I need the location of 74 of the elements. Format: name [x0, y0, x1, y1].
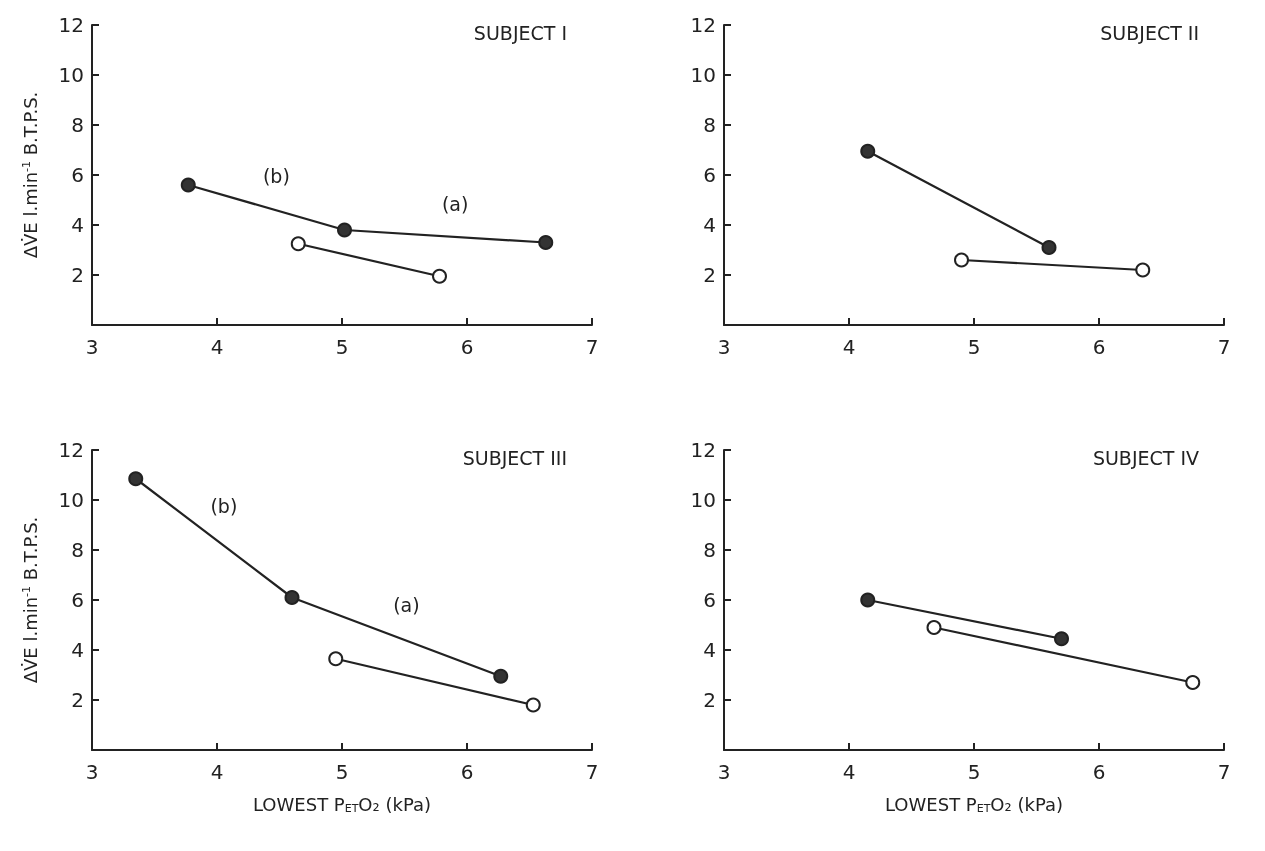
point: [1135, 262, 1151, 278]
y-tick-label: 6: [71, 163, 84, 187]
point: [525, 697, 541, 713]
y-tick-label: 10: [58, 488, 84, 512]
x-tick-label: 6: [1092, 760, 1106, 784]
y-tick-label: 8: [703, 113, 716, 137]
x-tick-label: 5: [335, 760, 349, 784]
x-tick-label: 3: [85, 760, 99, 784]
y-tick-label: 8: [703, 538, 716, 562]
point: [493, 668, 509, 684]
y-tick-label: 6: [703, 588, 716, 612]
annotation: (b): [262, 164, 290, 187]
x-tick-label: 4: [842, 760, 856, 784]
y-tick-label: 12: [58, 13, 84, 37]
point: [1185, 675, 1201, 690]
x-tick-label: 6: [460, 760, 474, 784]
x-tick-label: 6: [1092, 335, 1106, 359]
point: [860, 592, 876, 608]
y-tick-label: 4: [703, 213, 716, 237]
y-tick-label: 8: [71, 538, 84, 562]
annotation: (a): [441, 193, 469, 216]
point: [1041, 240, 1057, 255]
x-tick-label: 5: [335, 335, 349, 359]
x-tick-label: 7: [1217, 760, 1231, 784]
annotation: (a): [393, 593, 420, 616]
point: [180, 177, 196, 193]
chart-title: SUBJECT II: [1100, 21, 1199, 44]
y-tick-label: 2: [71, 263, 84, 287]
x-axis-title: LOWEST PETO₂ (kPa): [252, 794, 432, 815]
y-tick-label: 12: [58, 438, 84, 462]
y-axis-title: ΔV̇E l.min-1 B.T.P.S.: [20, 516, 41, 684]
y-tick-label: 10: [690, 63, 716, 87]
y-tick-label: 4: [703, 638, 716, 662]
point: [128, 471, 144, 487]
y-tick-label: 10: [58, 63, 84, 87]
y-tick-label: 2: [71, 688, 84, 712]
x-tick-label: 3: [717, 335, 731, 359]
x-tick-label: 5: [967, 335, 981, 359]
x-tick-label: 4: [210, 760, 224, 784]
point: [284, 590, 300, 605]
x-tick-label: 6: [460, 335, 474, 359]
point: [538, 235, 554, 250]
x-tick-label: 7: [585, 760, 599, 784]
point: [432, 268, 447, 284]
y-tick-label: 10: [690, 488, 716, 512]
chart-title: SUBJECT I: [473, 21, 568, 44]
x-tick-label: 3: [85, 335, 99, 359]
point: [860, 143, 876, 159]
y-tick-label: 2: [703, 263, 716, 287]
x-tick-label: 7: [585, 335, 599, 359]
point: [926, 620, 942, 635]
y-tick-label: 12: [690, 438, 716, 462]
x-tick-label: 3: [717, 760, 731, 784]
x-axis-title: LOWEST PETO₂ (kPa): [884, 794, 1064, 815]
y-tick-label: 6: [703, 163, 716, 187]
y-tick-label: 12: [690, 13, 716, 37]
x-tick-label: 4: [210, 335, 224, 359]
point: [1054, 631, 1069, 647]
point: [328, 651, 344, 667]
y-tick-label: 4: [71, 213, 84, 237]
point: [337, 222, 352, 238]
y-tick-label: 6: [71, 588, 84, 612]
y-tick-label: 4: [71, 638, 84, 662]
chart-title: SUBJECT IV: [1092, 446, 1199, 469]
annotation: (b): [210, 495, 238, 518]
y-tick-label: 2: [703, 688, 716, 712]
y-axis-title: ΔV̇E l.min-1 B.T.P.S.: [20, 91, 41, 259]
point: [290, 236, 306, 252]
y-tick-label: 8: [71, 113, 84, 137]
point: [954, 252, 969, 268]
x-tick-label: 5: [967, 760, 981, 784]
chart-title: SUBJECT III: [462, 446, 568, 469]
x-tick-label: 7: [1217, 335, 1231, 359]
x-tick-label: 4: [842, 335, 856, 359]
